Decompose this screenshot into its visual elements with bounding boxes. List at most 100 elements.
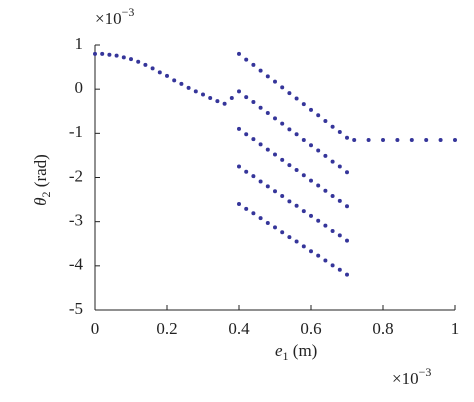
point [330,124,335,129]
x-label-symbol: e [275,341,283,360]
point [345,135,349,140]
point [244,206,249,211]
point [265,184,270,189]
point [301,173,306,178]
point [172,78,177,83]
point [222,101,227,106]
x-tick-label: 0.8 [372,319,393,338]
point [244,57,249,62]
point [273,225,277,230]
x-label-sub: 1 [283,349,289,363]
y-label-symbol: θ [31,197,50,205]
point [345,238,349,243]
y-tick-label: -4 [69,255,84,274]
point [193,89,198,94]
point [258,179,263,184]
point [345,204,349,209]
point [107,52,112,57]
point [201,92,205,97]
point [165,73,169,78]
point [143,62,148,67]
point [237,126,241,131]
point [287,199,292,204]
point [273,79,277,84]
point [330,194,335,199]
point [294,96,299,101]
point [323,118,328,123]
point [309,107,313,112]
point [273,116,277,121]
point [409,137,414,142]
point [280,194,285,199]
point [237,89,241,94]
point [157,70,162,75]
point [150,66,155,71]
point [186,85,191,90]
point [237,164,241,169]
point [287,235,292,240]
point [287,91,292,96]
point [251,211,256,216]
point [251,137,256,142]
point [330,159,335,164]
y-tick-label: -3 [69,211,83,230]
point [244,132,249,137]
point [251,99,256,104]
point [208,96,213,100]
x-label-unit: (m) [289,341,318,360]
point [337,233,342,238]
x-tick-label: 0 [91,319,100,338]
x-tick-label: 0.2 [156,319,177,338]
point [287,127,292,132]
point [229,96,234,100]
point [114,53,119,58]
point [244,95,249,100]
y-tick-label: -5 [69,299,83,318]
point [287,163,292,168]
point [316,148,321,153]
point [301,137,306,142]
point [265,220,270,225]
point [316,183,321,188]
point [258,105,263,110]
point [381,137,385,142]
point [301,102,306,107]
point [265,74,270,79]
x-tick-label: 0.4 [228,319,250,338]
point [424,137,429,142]
y-multiplier-base: ×10 [95,9,122,28]
point [316,218,321,223]
point [330,228,335,233]
point [337,267,342,272]
point [136,59,141,64]
y-tick-label: 0 [75,78,84,97]
point [309,249,313,254]
point [129,57,133,62]
point [179,81,184,86]
point [280,121,285,126]
point [258,216,263,221]
point [273,152,277,157]
point [280,230,285,235]
point [337,164,342,169]
point [215,99,220,104]
point [301,209,306,214]
point [345,170,349,175]
point [438,137,443,142]
point [251,62,256,67]
point [323,223,328,228]
y-label-unit: (rad) [31,154,50,191]
point [323,153,328,158]
y-tick-label: 1 [75,34,84,53]
point [395,137,400,142]
y-tick-label: -2 [69,166,83,185]
point [258,142,263,147]
point [345,272,349,277]
point [309,143,313,148]
point [309,178,313,183]
point [366,137,371,142]
y-label-sub: 2 [39,191,53,197]
point [265,147,270,152]
point [244,169,249,174]
